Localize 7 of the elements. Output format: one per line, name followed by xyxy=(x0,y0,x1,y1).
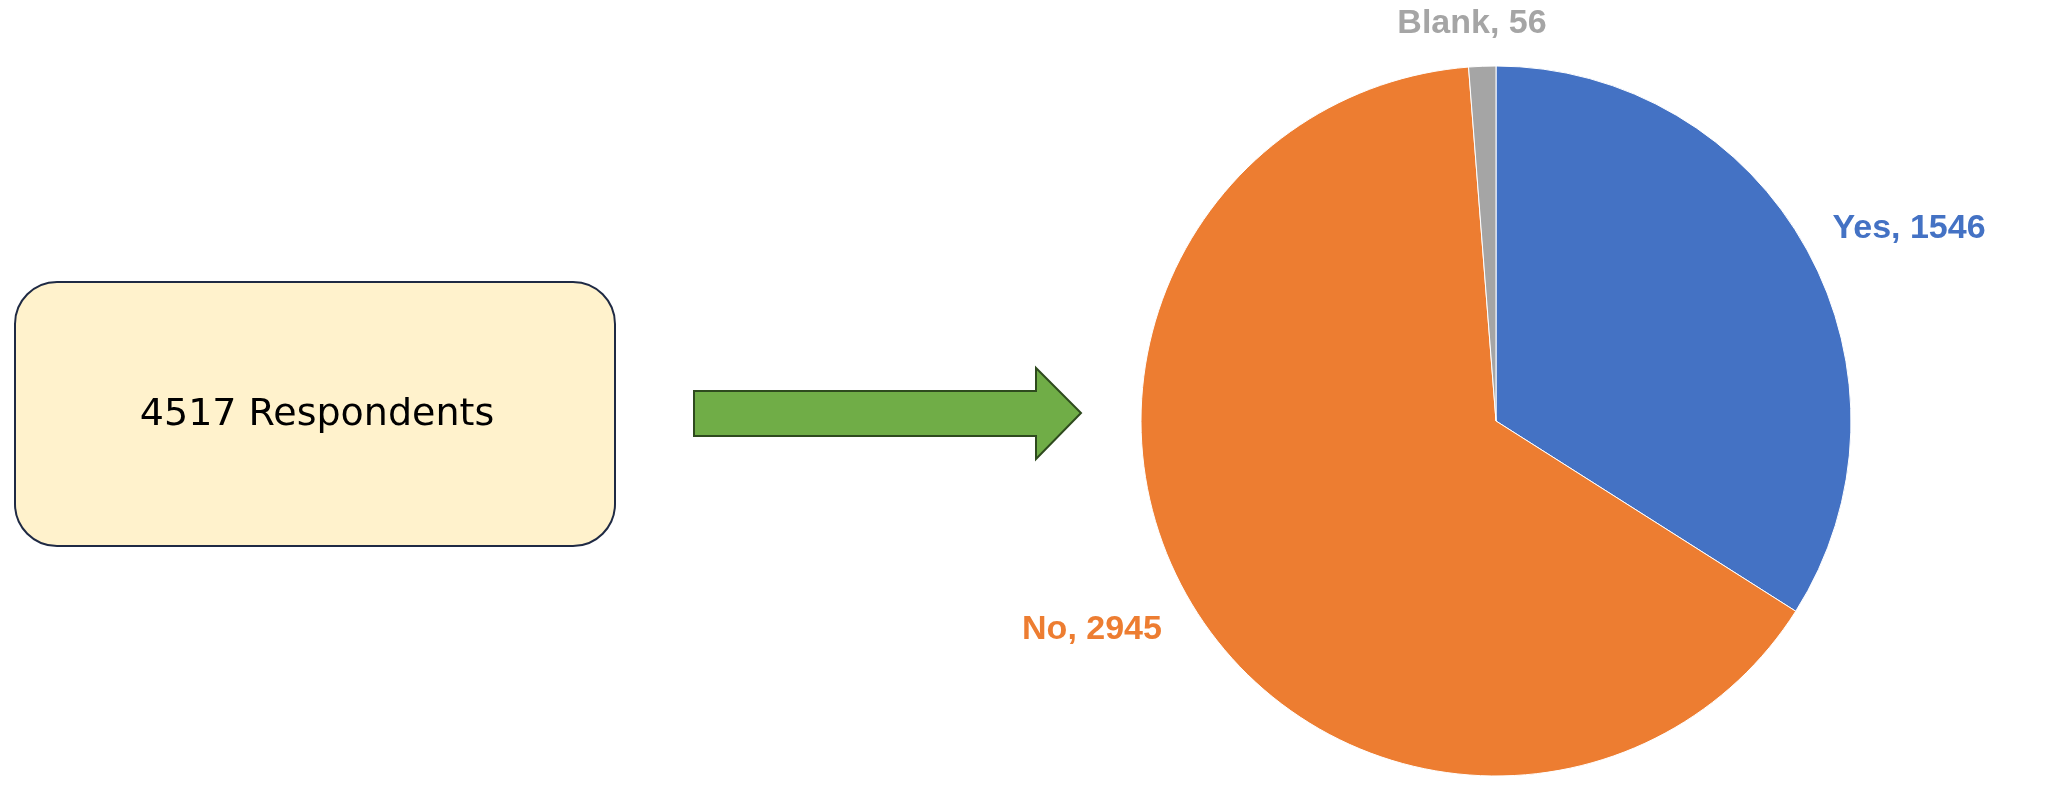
slice-label: Yes xyxy=(1832,206,1892,245)
data-label: , 1546 xyxy=(1891,206,1986,245)
text: 4517 Respondents xyxy=(139,389,495,434)
data-label: , 2945 xyxy=(1067,607,1162,646)
slice-label: No xyxy=(1022,607,1068,646)
slice-label: Blank xyxy=(1397,1,1491,40)
data-label: , 56 xyxy=(1489,1,1547,40)
